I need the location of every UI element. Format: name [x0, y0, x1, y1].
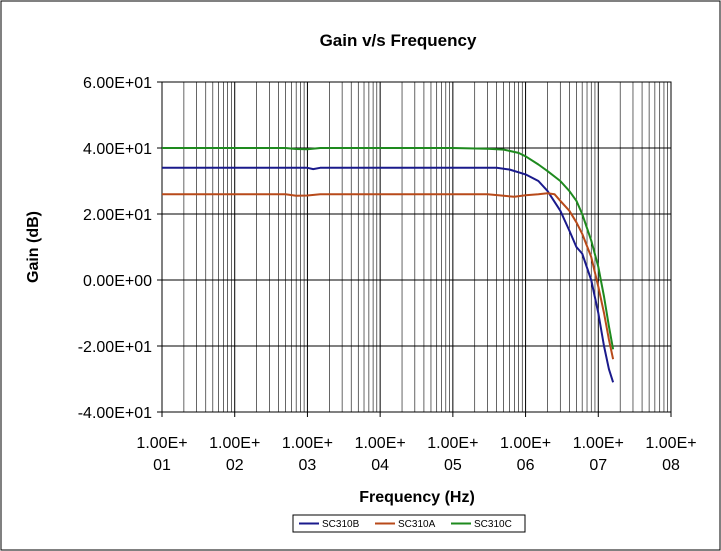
x-tick-label: 1.00E+ 02	[209, 435, 260, 474]
x-tick-label-line1: 1.00E+	[355, 435, 406, 452]
y-tick-label: 4.00E+01	[83, 141, 152, 158]
legend-label-sc310b: SC310B	[322, 519, 360, 530]
x-tick-label-line2: 05	[444, 457, 462, 474]
x-tick-label: 1.00E+ 03	[282, 435, 333, 474]
y-tick-label: 6.00E+01	[83, 75, 152, 92]
series-line-sc310a	[162, 192, 615, 360]
x-tick-label: 1.00E+ 05	[427, 435, 478, 474]
x-axis-label: Frequency (Hz)	[359, 489, 475, 506]
x-tick-label-line1: 1.00E+	[500, 435, 551, 452]
x-tick-label-line2: 08	[662, 457, 680, 474]
x-tick-label-line2: 02	[226, 457, 244, 474]
x-tick-label-line1: 1.00E+	[645, 435, 696, 452]
x-tick-label-line1: 1.00E+	[136, 435, 187, 452]
x-tick-label: 1.00E+ 07	[573, 435, 624, 474]
x-tick-labels: 1.00E+ 01 1.00E+ 02 1.00E+ 03 1.00E+ 04 1.00E+ 05…	[136, 412, 697, 474]
y-tick-labels: 6.00E+01 4.00E+01 2.00E+01 0.00E+00 -2.00E+0…	[78, 75, 162, 422]
x-tick-label: 1.00E+ 04	[355, 435, 406, 474]
legend-box	[292, 514, 526, 533]
x-tick-label-line1: 1.00E+	[282, 435, 333, 452]
plot-area-border	[161, 81, 672, 413]
series-lines	[162, 147, 615, 383]
x-tick-label-line1: 1.00E+	[573, 435, 624, 452]
x-tick-label-line2: 04	[371, 457, 389, 474]
x-tick-label-line2: 06	[517, 457, 535, 474]
chart-title: Gain v/s Frequency	[320, 31, 477, 50]
x-tick-label-line2: 01	[153, 457, 171, 474]
series-line-sc310c	[162, 147, 615, 350]
y-tick-label: -4.00E+01	[78, 405, 152, 422]
legend: SC310B SC310A SC310C	[292, 514, 526, 533]
x-tick-label-line2: 03	[299, 457, 317, 474]
y-axis-label: Gain (dB)	[25, 211, 42, 283]
x-tick-label: 1.00E+ 06	[500, 435, 551, 474]
y-tick-label: 2.00E+01	[83, 207, 152, 224]
y-tick-label: -2.00E+01	[78, 339, 152, 356]
legend-label-sc310a: SC310A	[398, 519, 436, 530]
y-tick-label: 0.00E+00	[83, 273, 152, 290]
x-tick-label-line1: 1.00E+	[427, 435, 478, 452]
x-tick-label: 1.00E+ 01	[136, 435, 187, 474]
grid	[161, 81, 672, 413]
x-tick-label-line1: 1.00E+	[209, 435, 260, 452]
legend-label-sc310c: SC310C	[474, 519, 512, 530]
x-tick-label-line2: 07	[589, 457, 607, 474]
series-line-sc310b	[162, 166, 615, 383]
x-tick-label: 1.00E+ 08	[645, 435, 696, 474]
